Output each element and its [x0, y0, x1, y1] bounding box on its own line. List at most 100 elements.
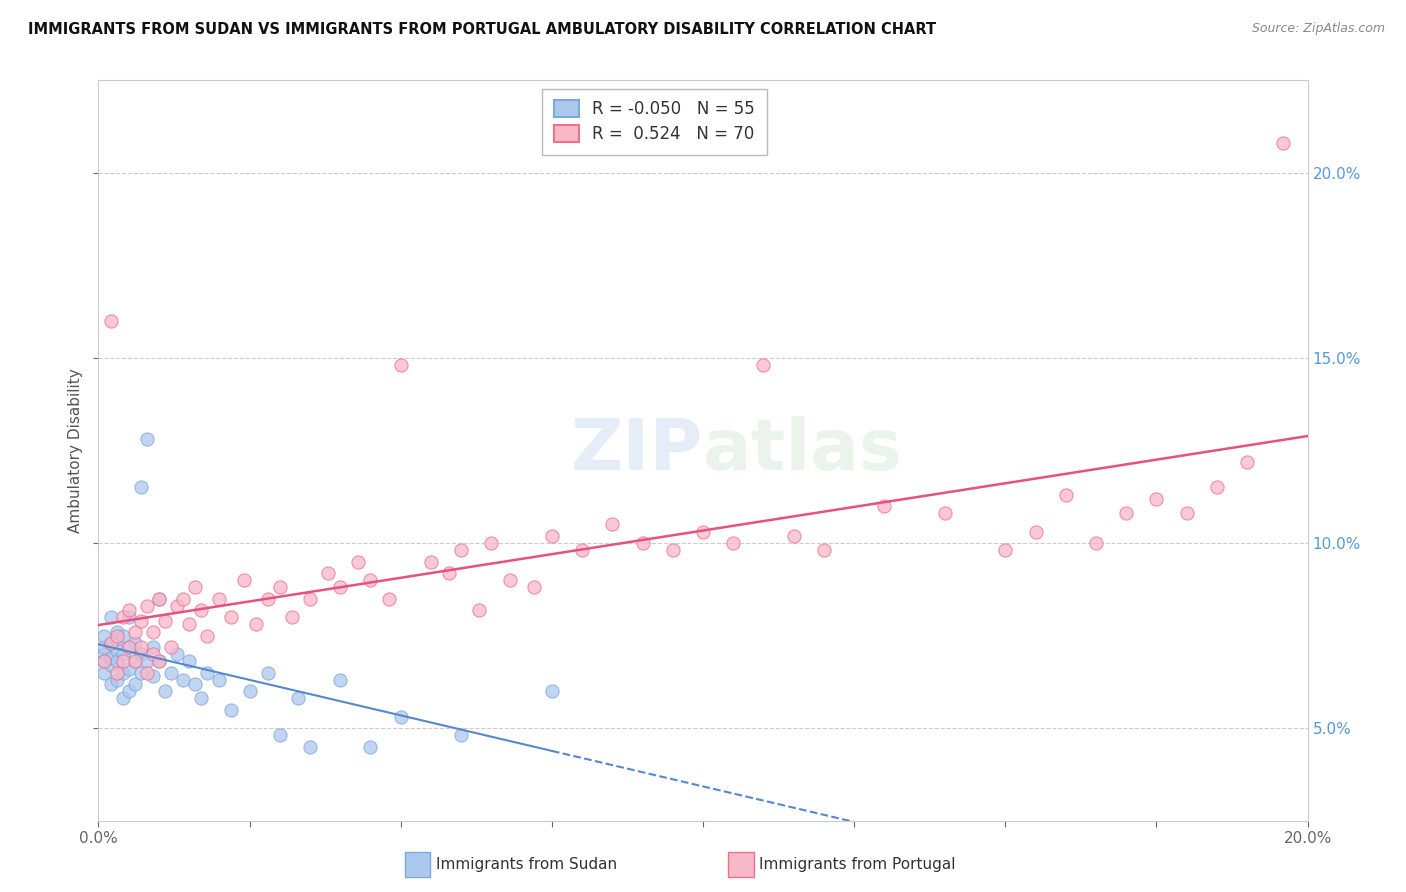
Point [153, 614, 176, 628]
Point [129, 647, 152, 661]
Point [93, 629, 115, 643]
Point [129, 480, 152, 494]
Point [93, 640, 115, 654]
Legend: R = -0.050   N = 55, R =  0.524   N = 70: R = -0.050 N = 55, R = 0.524 N = 70 [543, 88, 766, 155]
Text: ZIP: ZIP [571, 416, 703, 485]
Point [118, 640, 141, 654]
Point [93, 665, 115, 680]
Point [100, 636, 122, 650]
Point [118, 640, 141, 654]
Point [135, 433, 157, 447]
Point [111, 647, 134, 661]
Point [179, 617, 201, 632]
Point [118, 662, 141, 676]
Point [208, 673, 231, 687]
Point [208, 591, 231, 606]
Point [571, 543, 593, 558]
Point [148, 655, 170, 669]
Point [256, 591, 278, 606]
Point [934, 507, 956, 521]
Point [111, 610, 134, 624]
Point [148, 591, 170, 606]
Point [124, 655, 146, 669]
Point [269, 581, 291, 595]
Text: Immigrants from Sudan: Immigrants from Sudan [436, 857, 617, 871]
Point [111, 665, 134, 680]
Point [100, 610, 122, 624]
Point [184, 581, 207, 595]
Y-axis label: Ambulatory Disability: Ambulatory Disability [67, 368, 83, 533]
Point [111, 691, 134, 706]
Point [1175, 507, 1198, 521]
Point [1236, 454, 1258, 468]
Point [1115, 507, 1137, 521]
Point [172, 591, 194, 606]
Point [631, 536, 654, 550]
Point [1085, 536, 1108, 550]
Point [190, 691, 212, 706]
Point [111, 629, 134, 643]
Point [105, 629, 128, 643]
Point [166, 599, 188, 613]
Point [752, 359, 775, 373]
Point [105, 665, 128, 680]
Point [172, 673, 194, 687]
Point [118, 684, 141, 698]
Point [994, 543, 1017, 558]
Point [873, 499, 896, 513]
Point [239, 684, 262, 698]
Point [129, 614, 152, 628]
Point [299, 591, 322, 606]
Text: atlas: atlas [703, 416, 903, 485]
Point [1024, 524, 1046, 539]
Point [93, 647, 115, 661]
Point [287, 691, 309, 706]
Point [602, 517, 624, 532]
Text: IMMIGRANTS FROM SUDAN VS IMMIGRANTS FROM PORTUGAL AMBULATORY DISABILITY CORRELAT: IMMIGRANTS FROM SUDAN VS IMMIGRANTS FROM… [28, 22, 936, 37]
Point [129, 640, 152, 654]
Point [232, 573, 254, 587]
Point [124, 655, 146, 669]
Point [160, 640, 183, 654]
Point [540, 684, 562, 698]
Point [360, 739, 382, 754]
Point [142, 669, 165, 683]
Point [1272, 136, 1295, 151]
Point [124, 676, 146, 690]
Point [153, 684, 176, 698]
Point [783, 528, 806, 542]
Point [105, 624, 128, 639]
Text: Immigrants from Portugal: Immigrants from Portugal [759, 857, 956, 871]
Point [142, 624, 165, 639]
Point [190, 602, 212, 616]
Point [93, 655, 115, 669]
Text: Source: ZipAtlas.com: Source: ZipAtlas.com [1251, 22, 1385, 36]
Point [498, 573, 520, 587]
Point [269, 729, 291, 743]
Point [179, 655, 201, 669]
Point [118, 610, 141, 624]
Point [195, 629, 218, 643]
Point [100, 658, 122, 673]
Point [1144, 491, 1167, 506]
Point [142, 640, 165, 654]
Point [118, 602, 141, 616]
Point [329, 581, 352, 595]
Point [105, 655, 128, 669]
Point [245, 617, 267, 632]
Point [316, 566, 339, 580]
Point [281, 610, 304, 624]
Point [160, 665, 183, 680]
Point [360, 573, 382, 587]
Point [100, 650, 122, 665]
Point [389, 710, 412, 724]
Point [221, 610, 243, 624]
Point [813, 543, 835, 558]
Point [1054, 488, 1077, 502]
Point [148, 655, 170, 669]
Point [135, 599, 157, 613]
Point [124, 624, 146, 639]
Point [450, 543, 472, 558]
Point [468, 602, 491, 616]
Point [437, 566, 460, 580]
